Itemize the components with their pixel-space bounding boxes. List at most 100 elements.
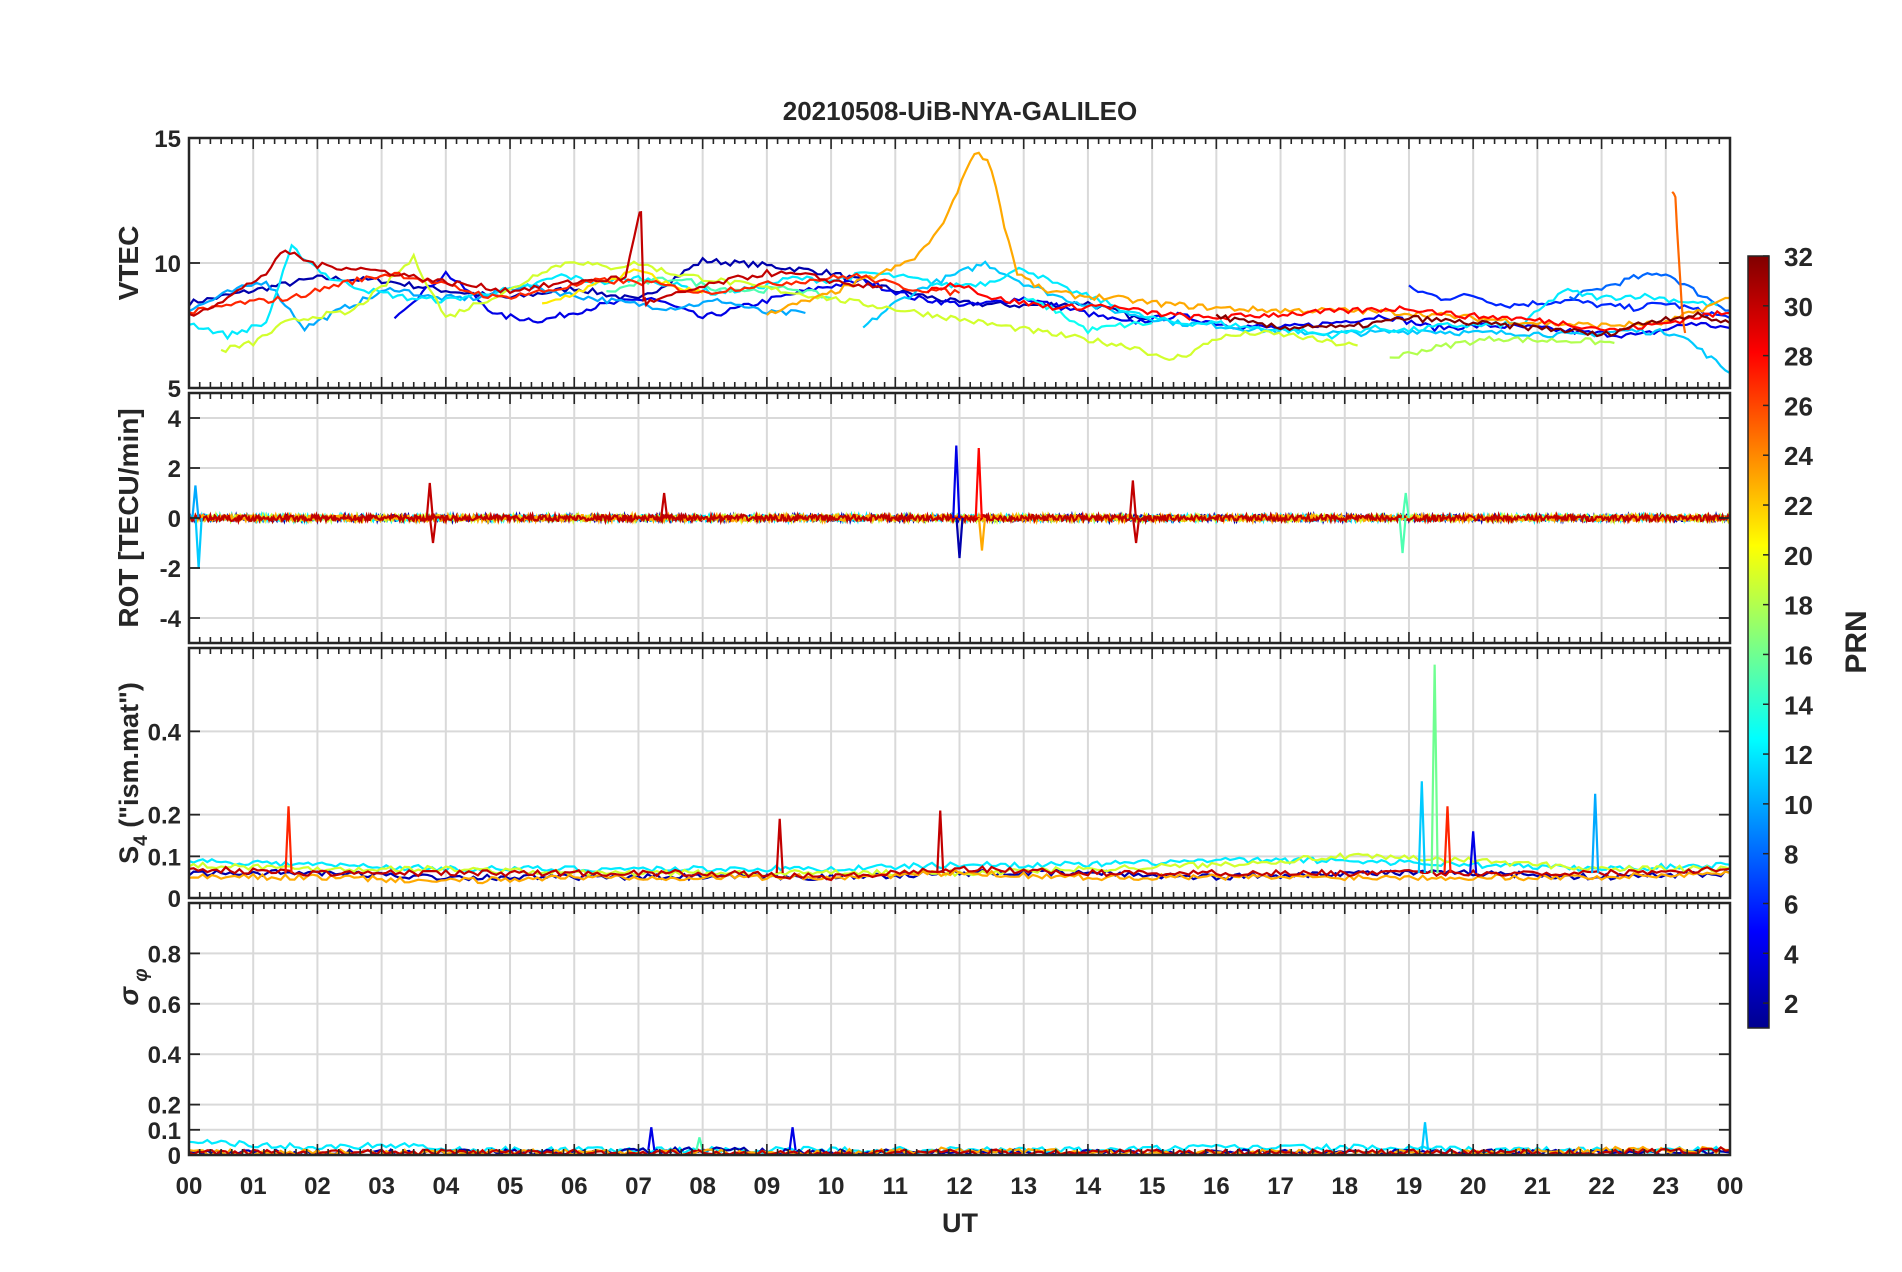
y-axis-label: ROT [TECU/min] [113,408,144,627]
spike-prn-30 [936,810,945,874]
x-axis-label: UT [942,1208,978,1238]
y-tick-label: 4 [168,406,182,433]
colorbar-tick-label: 6 [1784,889,1798,919]
x-tick-label: 06 [561,1173,588,1200]
spike-prn-15 [1398,517,1407,554]
spike-prn-15 [1401,492,1410,519]
y-tick-label: 0 [168,506,181,533]
series-line-prn-23 [189,868,1730,885]
spike-prn-11 [1420,1122,1430,1151]
colorbar-tick-label: 26 [1784,391,1813,421]
spike-prn-30 [425,482,434,519]
spike-prn-15 [695,1137,704,1151]
series-line-prn-2 [189,868,1730,882]
chart-title: 20210508-UiB-NYA-GALILEO [783,96,1138,126]
x-tick-label: 14 [1075,1173,1102,1200]
series-group [189,151,1730,374]
x-tick-label: 20 [1460,1173,1487,1200]
y-tick-label: 0.1 [148,1118,181,1145]
x-tick-label: 19 [1396,1173,1423,1200]
spike-prn-30 [775,818,784,874]
spike-prn-10 [191,485,200,519]
colorbar-tick-label: 8 [1784,840,1798,870]
x-tick-label: 04 [432,1173,459,1200]
spike-prn-11 [1417,781,1426,874]
colorbar-tick-label: 32 [1784,242,1813,272]
spike-prn-4 [647,1127,656,1151]
y-tick-label: 0.4 [148,1042,182,1069]
series-line-prn-19 [220,252,1358,362]
colorbar-tick-label: 10 [1784,790,1813,820]
y-tick-label: -4 [160,606,182,633]
x-tick-label: 13 [1010,1173,1037,1200]
spike-prn-4 [1469,831,1478,874]
x-tick-label: 00 [1717,1173,1744,1200]
spike-prn-4 [788,1127,797,1151]
x-tick-label: 18 [1331,1173,1358,1200]
colorbar-tick-label: 14 [1784,690,1813,720]
series-group [189,445,1730,569]
y-tick-label: -2 [160,556,181,583]
x-tick-label: 00 [176,1173,203,1200]
x-tick-label: 16 [1203,1173,1230,1200]
spike-prn-4 [952,445,961,519]
series-line-prn-12 [189,243,1718,341]
x-tick-label: 07 [625,1173,652,1200]
spike-prn-27 [284,806,293,874]
y-axis-label: S4 ("ism.mat") [114,682,152,864]
series-line-prn-6 [1408,284,1730,319]
y-tick-label: 0.2 [148,1093,181,1120]
x-tick-label: 17 [1267,1173,1294,1200]
x-tick-label: 02 [304,1173,331,1200]
series-line-prn-4 [393,270,1730,339]
panel-rot: -4 -2 0 2 4 ROT [TECU/min] [113,391,1732,645]
spike-prn-30 [660,492,669,519]
y-tick-label: 0.1 [148,844,181,871]
x-tick-label: 03 [368,1173,395,1200]
y-tick-label: 2 [168,456,181,483]
spike-prn-23 [977,517,987,551]
series-line-prn-30 [189,865,1730,882]
y-axis-label: VTEC [113,226,144,301]
colorbar-gradient [1747,255,1770,1029]
x-tick-label: 08 [689,1173,716,1200]
y-tick-label: 0 [168,1143,181,1170]
x-tick-label: 05 [497,1173,524,1200]
x-tick-label: 01 [240,1173,267,1200]
series-line-prn-30 [189,510,1730,526]
series-group [189,664,1730,885]
y-tick-label: 0.6 [148,992,181,1019]
spike-prn-2 [955,517,964,559]
colorbar-tick-label: 28 [1784,342,1813,372]
spike-prn-28 [974,447,983,519]
spike-prn-30 [428,517,438,544]
y-tick-label: 15 [154,126,181,153]
x-tick-label: 10 [818,1173,845,1200]
series-line-prn-18 [1389,335,1615,359]
series-line-prn-8 [1568,272,1730,312]
series-line-prn-32 [1215,311,1730,338]
panel-vtec: 5 10 15 VTEC [113,126,1732,403]
colorbar-tick-label: 2 [1784,989,1798,1019]
y-tick-label: 0 [168,886,181,913]
x-tick-label: 12 [946,1173,973,1200]
panel-sigma-phi: 00.10.2 0.4 0.6 0.8σ φ [113,901,1732,1170]
colorbar-tick-label: 24 [1784,441,1813,471]
colorbar-label: PRN [1840,610,1873,673]
x-tick-label: 11 [883,1173,908,1200]
x-tick-label: 22 [1588,1173,1615,1200]
colorbar-tick-label: 16 [1784,640,1813,670]
x-axis: 00 01 02 03 04 05 06 07 08 09 10 11 12 13 14 15 16 17 18 19… [176,1173,1744,1200]
spike-prn-30 [1128,480,1137,519]
spike-prn-16 [1430,664,1439,874]
panel-s4: 0 0.1 0.2 0.4S4 ("ism.mat") [114,646,1732,913]
x-tick-label: 15 [1139,1173,1166,1200]
spike-prn-10 [1591,793,1600,874]
colorbar-tick-label: 22 [1784,491,1813,521]
colorbar-tick-label: 12 [1784,740,1813,770]
x-tick-label: 21 [1524,1173,1551,1200]
spike-prn-30 [1131,517,1141,544]
